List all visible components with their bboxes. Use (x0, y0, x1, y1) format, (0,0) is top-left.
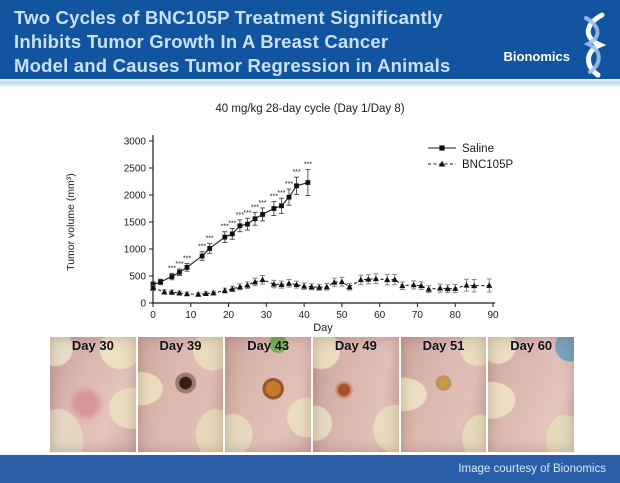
significance-stars: *** (183, 256, 191, 263)
svg-text:2000: 2000 (124, 191, 147, 202)
mouse-photo-3: Day 43 (225, 337, 312, 452)
series-saline: ****************** ****** ************ ****… (150, 162, 312, 288)
slide-title: Two Cycles of BNC105P Treatment Signific… (0, 0, 504, 78)
legend-label-saline: Saline (462, 143, 494, 155)
significance-stars: *** (304, 162, 312, 169)
photo-label-2: Day 39 (159, 338, 202, 353)
photo-label-6: Day 60 (510, 338, 553, 353)
bionomics-logo: Bionomics (504, 0, 620, 78)
photo-label-5: Day 51 (422, 338, 465, 353)
significance-stars: *** (236, 212, 244, 219)
legend-label-bnc105p: BNC105P (462, 159, 513, 171)
significance-stars: *** (175, 261, 183, 268)
significance-stars: *** (221, 224, 229, 231)
header-banner: Two Cycles of BNC105P Treatment Signific… (0, 0, 620, 79)
svg-text:1000: 1000 (124, 245, 147, 256)
significance-stars: *** (243, 210, 251, 217)
significance-stars: *** (292, 169, 300, 176)
series-bnc105p (149, 273, 493, 297)
significance-stars: *** (258, 200, 266, 207)
tumor-volume-chart: 0 500 1000 1500 2000 2500 3000 0 10 20 30 40 50 60 70 8… (65, 135, 513, 334)
chart-axes: 0 500 1000 1500 2000 2500 3000 0 10 20 30 40 50 60 70 8… (65, 135, 499, 334)
svg-text:50: 50 (336, 310, 348, 321)
footer-banner: Image courtesy of Bionomics (0, 455, 620, 483)
bionomics-logo-text: Bionomics (503, 48, 570, 64)
x-axis-label: Day (313, 322, 333, 334)
svg-text:70: 70 (412, 310, 424, 321)
header-separator (0, 79, 620, 88)
svg-text:60: 60 (374, 310, 386, 321)
svg-text:1500: 1500 (124, 218, 147, 229)
significance-stars: *** (206, 236, 214, 243)
significance-stars: *** (198, 244, 206, 251)
mouse-photo-strip: Day 30 Day 39 Day 43 Day 49 Day 51 Day 6… (50, 337, 575, 452)
mouse-photo-6: Day 60 (488, 337, 575, 452)
significance-stars: *** (251, 204, 259, 211)
significance-stars: *** (228, 220, 236, 227)
image-credit: Image courtesy of Bionomics (458, 463, 606, 475)
svg-text:80: 80 (450, 310, 462, 321)
photo-label-1: Day 30 (71, 338, 114, 353)
significance-stars: *** (168, 265, 176, 272)
svg-text:30: 30 (261, 310, 273, 321)
significance-stars: *** (285, 181, 293, 188)
photo-label-3: Day 43 (247, 338, 290, 353)
photo-label-4: Day 49 (334, 338, 377, 353)
slide-title-line-2: Inhibits Tumor Growth In A Breast Cancer (14, 31, 389, 52)
slide-title-line-3: Model and Causes Tumor Regression in Ani… (14, 55, 451, 76)
chart-legend: Saline BNC105P (428, 143, 513, 171)
svg-text:0: 0 (150, 310, 156, 321)
mouse-photo-4: Day 49 (313, 337, 399, 452)
mouse-photo-5: Day 51 (400, 337, 487, 452)
chart-title: 40 mg/kg 28-day cycle (Day 1/Day 8) (215, 103, 405, 115)
svg-text:0: 0 (140, 299, 146, 310)
bionomics-dna-icon (583, 12, 607, 78)
svg-text:500: 500 (129, 272, 146, 283)
svg-text:3000: 3000 (124, 137, 147, 148)
slide-title-line-1: Two Cycles of BNC105P Treatment Signific… (14, 7, 443, 28)
y-axis-label: Tumor volume (mm³) (65, 173, 77, 271)
svg-text:10: 10 (185, 310, 197, 321)
svg-text:90: 90 (487, 310, 499, 321)
svg-text:2500: 2500 (124, 164, 147, 175)
significance-stars: *** (270, 193, 278, 200)
svg-text:20: 20 (223, 310, 235, 321)
svg-text:40: 40 (299, 310, 311, 321)
mouse-photo-2: Day 39 (137, 337, 224, 452)
significance-stars: *** (277, 190, 285, 197)
mouse-photo-1: Day 30 (50, 337, 136, 452)
